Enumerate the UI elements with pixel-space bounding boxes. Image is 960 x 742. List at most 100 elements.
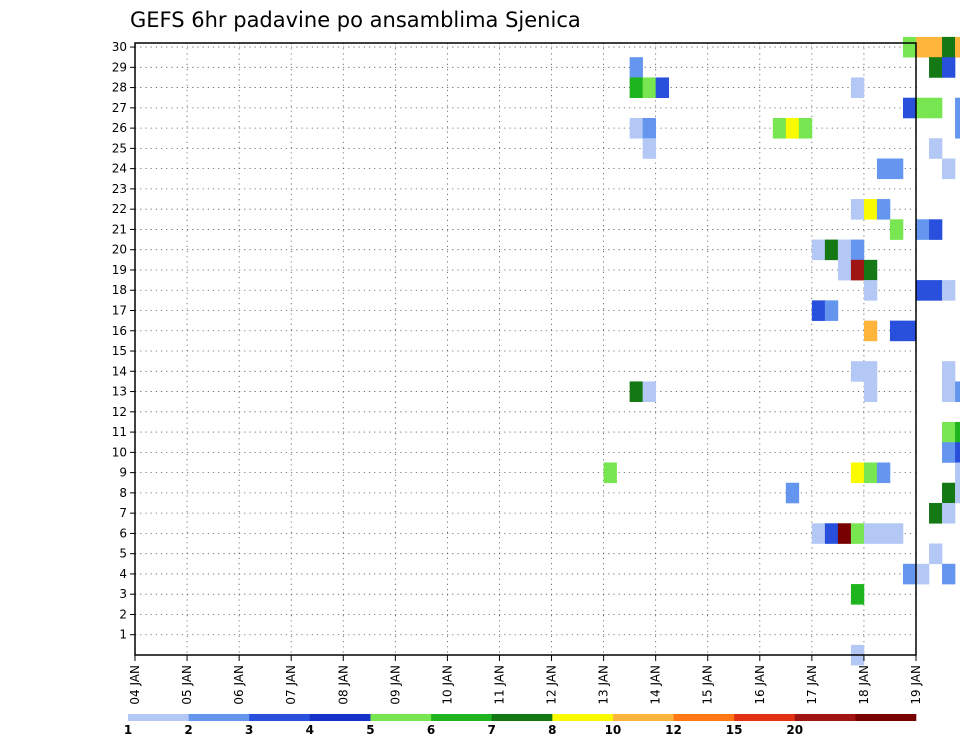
y-tick-label: 26	[112, 121, 127, 135]
y-tick-label: 30	[112, 40, 127, 54]
precip-cell	[916, 219, 930, 240]
precip-cell	[811, 239, 826, 261]
x-tick-label: 04 JAN	[128, 665, 142, 705]
precip-cell	[942, 503, 956, 524]
precip-cell	[824, 523, 839, 544]
y-tick-label: 23	[112, 182, 127, 196]
precip-cell	[902, 563, 917, 585]
x-tick-label: 07 JAN	[284, 665, 298, 705]
y-tick-label: 24	[112, 162, 127, 176]
x-tick-label: 10 JAN	[440, 665, 454, 705]
precip-cell	[863, 523, 878, 544]
precip-cell	[850, 523, 865, 544]
precip-cell	[629, 77, 643, 99]
y-tick-label: 19	[112, 263, 127, 277]
legend-label: 6	[427, 723, 435, 737]
precip-cell	[942, 442, 956, 463]
x-tick-label: 09 JAN	[388, 665, 402, 705]
legend-label: 4	[306, 723, 314, 737]
legend-label: 10	[605, 723, 622, 737]
y-tick-label: 17	[112, 303, 127, 317]
y-tick-label: 11	[112, 425, 127, 439]
y-tick-label: 12	[112, 405, 127, 419]
precip-cell	[811, 300, 826, 321]
legend-label: 3	[245, 723, 253, 737]
precip-cell	[629, 57, 643, 78]
legend-swatch	[552, 714, 614, 721]
precip-cell	[929, 57, 943, 78]
precip-cell	[850, 361, 865, 382]
y-tick-label: 22	[112, 202, 127, 216]
y-tick-label: 4	[119, 567, 127, 581]
precip-cell	[629, 381, 643, 402]
precip-cell	[929, 138, 943, 159]
y-tick-label: 18	[112, 283, 127, 297]
x-tick-label: 05 JAN	[180, 665, 194, 705]
precip-cell	[942, 563, 956, 585]
y-tick-label: 20	[112, 243, 127, 257]
precip-cell	[929, 97, 943, 119]
x-tick-label: 08 JAN	[336, 665, 350, 705]
legend-swatch	[734, 714, 796, 721]
precip-cell	[876, 158, 891, 180]
precip-cell	[902, 97, 917, 119]
precip-cell	[863, 320, 878, 342]
plot-frame	[134, 42, 917, 656]
chart-title: GEFS 6hr padavine po ansamblima Sjenica	[130, 8, 581, 32]
precip-cell	[863, 361, 878, 382]
precip-cell	[798, 117, 813, 139]
legend-swatch	[309, 714, 371, 721]
precip-cell	[876, 523, 891, 544]
legend-label: 15	[726, 723, 743, 737]
y-tick-label: 15	[112, 344, 127, 358]
precip-cell	[863, 280, 878, 301]
precip-cell	[942, 158, 956, 180]
precip-cell	[942, 280, 956, 301]
precip-cell	[929, 280, 943, 301]
legend-swatch	[673, 714, 735, 721]
legend-label: 8	[548, 723, 556, 737]
legend-label: 12	[665, 723, 682, 737]
precip-cell	[942, 361, 956, 382]
x-tick-label: 15 JAN	[701, 665, 715, 705]
precip-cell	[955, 117, 960, 139]
legend-label: 5	[366, 723, 374, 737]
y-tick-label: 10	[112, 445, 127, 459]
legend-swatch	[431, 714, 492, 721]
precip-cell	[863, 381, 878, 402]
precip-cell	[889, 523, 904, 544]
precip-cell	[902, 36, 917, 58]
precip-cell	[929, 36, 943, 58]
precip-cell	[850, 462, 865, 484]
precip-cell	[929, 503, 943, 524]
y-tick-label: 5	[119, 547, 127, 561]
precip-cell	[850, 77, 865, 99]
precip-cell	[955, 97, 960, 119]
precip-cell	[837, 523, 852, 544]
precip-cell	[955, 36, 960, 58]
precip-cell	[929, 219, 943, 240]
precip-cell	[642, 77, 656, 99]
legend-swatch	[188, 714, 250, 721]
y-axis-ticks: 1234567891011121314151617181920212223242…	[112, 40, 135, 642]
legend-label: 2	[184, 723, 192, 737]
precip-cell	[916, 280, 930, 301]
x-tick-label: 18 JAN	[857, 665, 871, 705]
y-tick-label: 14	[112, 364, 127, 378]
y-tick-label: 1	[119, 628, 127, 642]
y-tick-label: 8	[119, 486, 127, 500]
precip-cell	[837, 259, 852, 281]
x-tick-label: 19 JAN	[909, 665, 923, 705]
precip-cell	[955, 442, 960, 463]
y-tick-label: 9	[119, 466, 127, 480]
legend-label: 20	[786, 723, 803, 737]
y-tick-label: 3	[119, 587, 127, 601]
y-tick-label: 27	[112, 101, 127, 115]
x-tick-label: 13 JAN	[597, 665, 611, 705]
precip-cell	[902, 320, 917, 342]
y-tick-label: 13	[112, 385, 127, 399]
precip-cell	[876, 199, 891, 220]
precip-cell	[889, 219, 904, 240]
color-legend: 1 2 3 4 5 6 7 8 10 12 15 20	[124, 714, 917, 737]
